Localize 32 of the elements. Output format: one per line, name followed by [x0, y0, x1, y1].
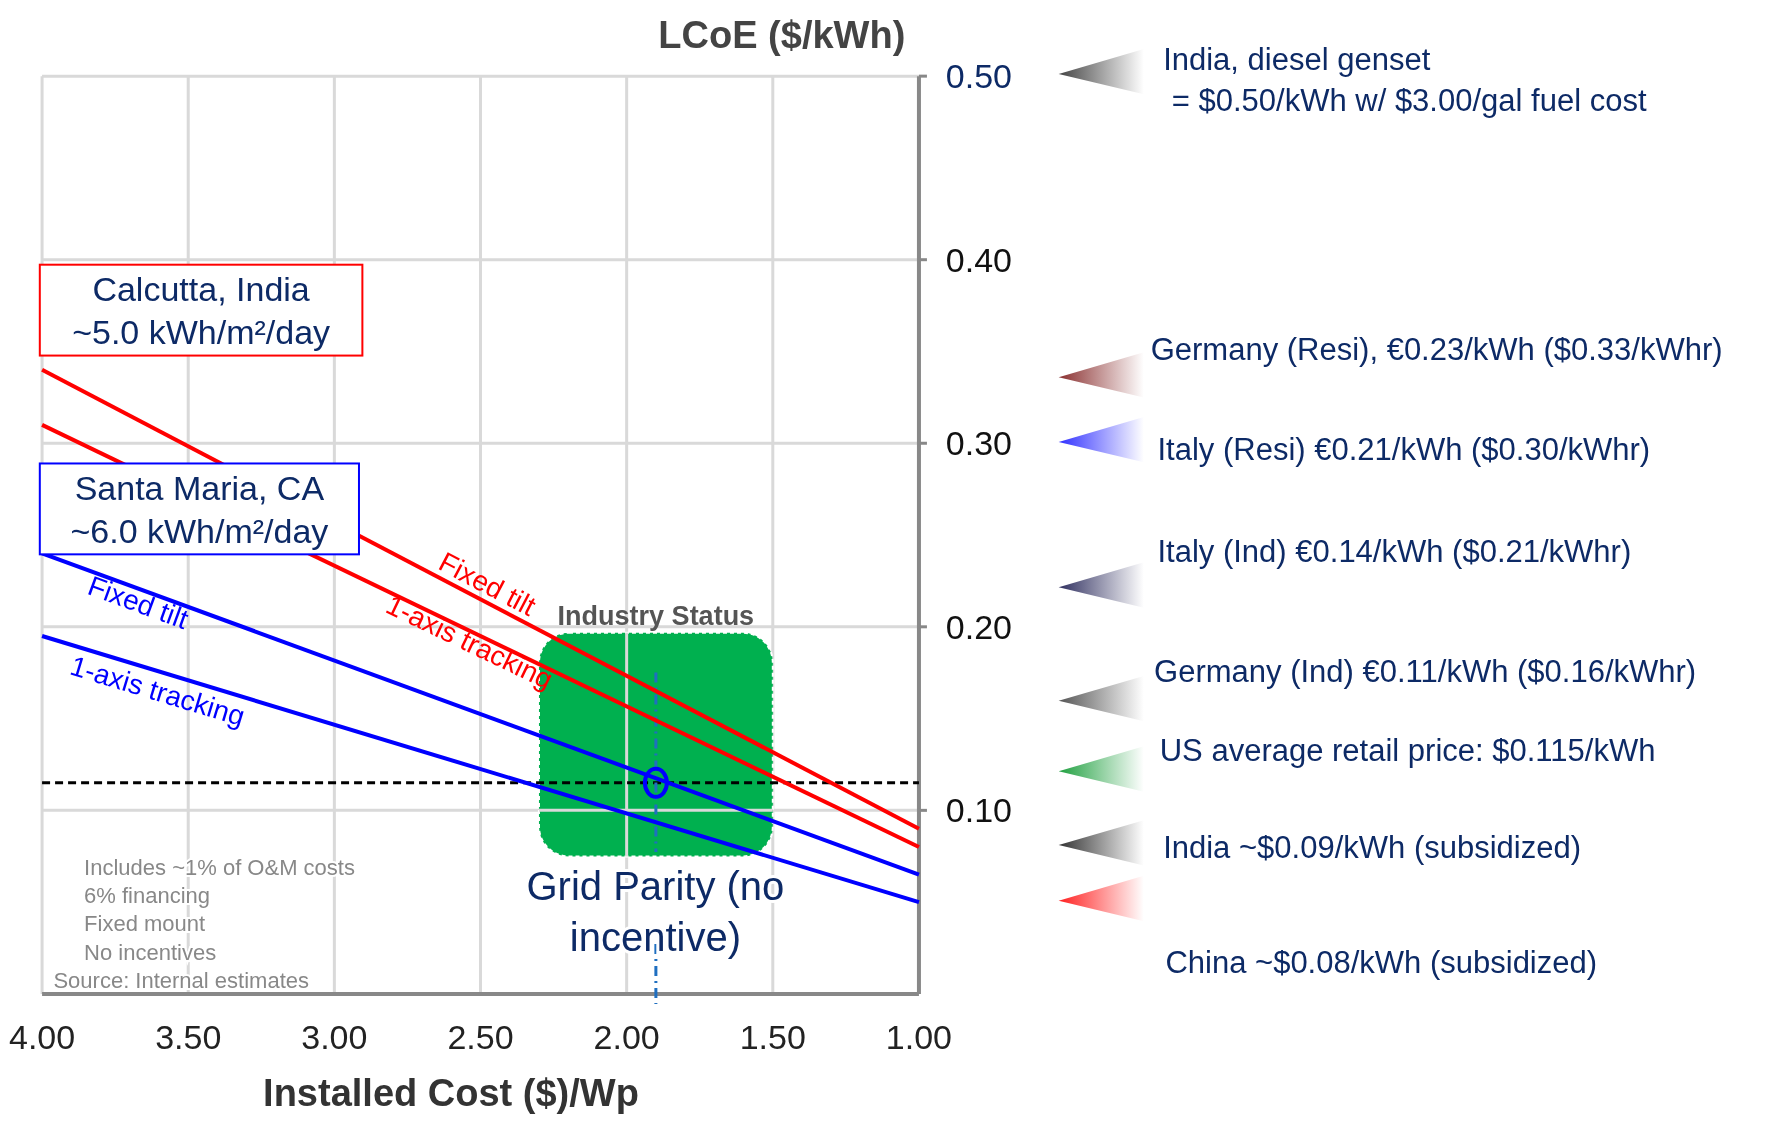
band-label: Industry Status	[557, 600, 755, 631]
text: India, diesel genset = $0.50/kWh w/ $3.00/gal fuel cost	[1163, 41, 1647, 118]
text: China ~$0.08/kWh (subsidized)	[1165, 944, 1598, 980]
x-tick-label: 1.50	[739, 1017, 806, 1056]
x-axis-title: Installed Cost ($)/Wp	[263, 1072, 639, 1114]
annotation: 6% financing	[84, 883, 211, 909]
y-tick-label: 0.50	[945, 57, 1013, 96]
y-tick-label: 0.30	[945, 424, 1013, 463]
annotation: Santa Maria, CA ~6.0 kWh/m²/day	[70, 468, 329, 550]
x-tick-label: 2.00	[593, 1017, 660, 1056]
annotation: No incentives	[84, 939, 217, 965]
text: Fixed tilt	[83, 569, 193, 636]
y-tick-label: 0.20	[945, 607, 1013, 646]
y-axis-title: LCoE ($/kWh)	[658, 13, 906, 56]
text: US average retail price: $0.115/kWh	[1159, 732, 1656, 768]
x-tick-label: 3.00	[301, 1017, 368, 1056]
x-tick-label: 2.50	[447, 1017, 514, 1056]
x-tick-label: 4.00	[8, 1017, 76, 1056]
text: Germany (Resi), €0.23/kWh ($0.33/kWhr)	[1150, 331, 1723, 367]
text: Italy (Ind) €0.14/kWh ($0.21/kWhr)	[1157, 533, 1632, 569]
annotation: Calcutta, India ~5.0 kWh/m²/day	[72, 270, 331, 352]
annotation: Fixed mount	[84, 911, 206, 937]
text: Germany (Ind) €0.11/kWh ($0.16/kWhr)	[1154, 654, 1697, 690]
x-tick-label: 1.00	[885, 1017, 953, 1056]
y-tick-label: 0.40	[945, 240, 1013, 279]
x-tick-label: 3.50	[155, 1017, 222, 1056]
annotation: Source: Internal estimates	[53, 968, 310, 994]
y-tick-label: 0.10	[945, 791, 1013, 830]
annotation: Includes ~1% of O&M costs	[84, 854, 355, 880]
annotation: Grid Parity (no incentive)	[526, 863, 785, 959]
text: India ~$0.09/kWh (subsidized)	[1163, 830, 1582, 866]
text: Italy (Resi) €0.21/kWh ($0.30/kWhr)	[1157, 431, 1651, 467]
